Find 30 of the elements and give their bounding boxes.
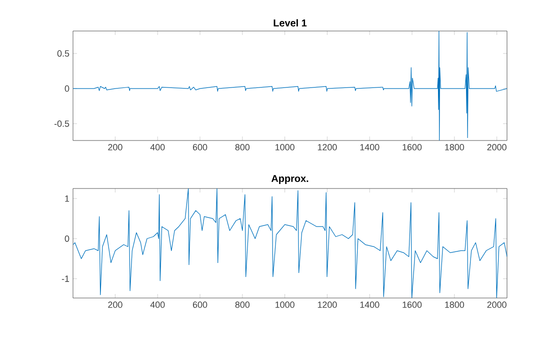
y-tick-label: 0.5 — [57, 50, 70, 57]
y-tick-label: 0 — [64, 85, 70, 92]
line-series — [73, 31, 508, 140]
x-tick-label: 1400 — [360, 144, 380, 150]
x-tick-label: 2000 — [487, 302, 506, 308]
x-tick-label: 800 — [235, 302, 250, 308]
x-tick-label: 600 — [192, 302, 208, 308]
x-tick-label: 1800 — [445, 302, 464, 308]
x-tick-label: 800 — [235, 144, 250, 150]
y-tick-label: -1 — [62, 276, 70, 282]
x-tick-label: 200 — [108, 302, 122, 308]
x-tick-label: 1000 — [276, 144, 294, 150]
x-tick-label: 400 — [150, 144, 165, 150]
x-tick-label: 1400 — [360, 302, 380, 308]
x-tick-label: 1200 — [318, 302, 337, 308]
y-tick-label: 0 — [64, 235, 70, 242]
x-tick-label: 1200 — [318, 144, 337, 150]
chart-title: Level 1 — [274, 19, 307, 27]
y-tick-label: 1 — [65, 195, 70, 202]
y-tick-label: -0.5 — [54, 120, 70, 127]
x-tick-label: 1000 — [276, 302, 294, 308]
x-tick-label: 1600 — [402, 302, 422, 308]
x-tick-label: 200 — [108, 144, 122, 150]
x-tick-label: 600 — [192, 144, 208, 150]
line-series — [73, 188, 508, 298]
x-tick-label: 400 — [150, 302, 165, 308]
x-tick-label: 1800 — [445, 144, 464, 150]
x-tick-label: 1600 — [402, 144, 422, 150]
x-tick-label: 2000 — [487, 144, 506, 150]
chart-title: Approx. — [271, 175, 308, 184]
